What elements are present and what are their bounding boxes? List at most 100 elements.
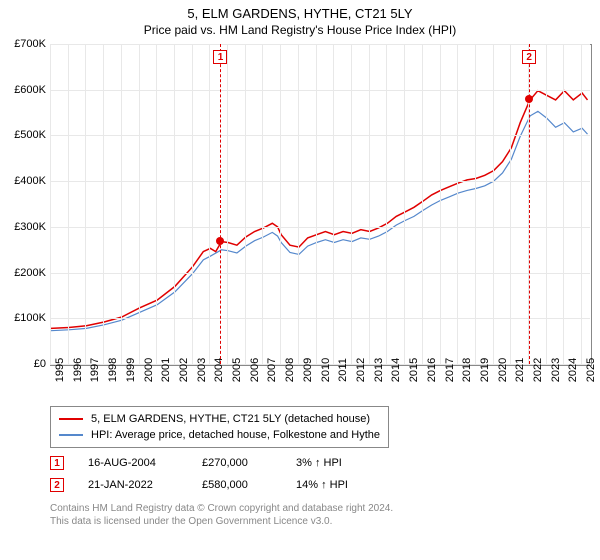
event-number-box: 1: [213, 50, 227, 64]
x-axis-label: 2020: [497, 358, 509, 382]
x-axis-label: 2025: [585, 358, 597, 382]
y-axis-label: £700K: [2, 38, 46, 50]
x-gridline: [139, 44, 140, 364]
x-axis-label: 2005: [231, 358, 243, 382]
x-gridline: [493, 44, 494, 364]
x-axis-label: 2023: [550, 358, 562, 382]
event-row: 1 16-AUG-2004 £270,000 3% ↑ HPI: [50, 452, 348, 474]
x-gridline: [174, 44, 175, 364]
x-gridline: [510, 44, 511, 364]
x-axis-label: 2007: [266, 358, 278, 382]
x-gridline: [85, 44, 86, 364]
x-gridline: [192, 44, 193, 364]
x-axis-label: 2011: [337, 358, 349, 382]
event-delta: 3% ↑ HPI: [296, 452, 342, 474]
x-axis-label: 2016: [426, 358, 438, 382]
x-axis-label: 2021: [514, 358, 526, 382]
y-axis-label: £0: [2, 358, 46, 370]
y-gridline: [50, 135, 590, 136]
sale-events: 1 16-AUG-2004 £270,000 3% ↑ HPI 2 21-JAN-2022…: [50, 452, 348, 496]
event-dot: [216, 237, 224, 245]
x-axis-label: 2017: [444, 358, 456, 382]
legend-swatch: [59, 418, 83, 420]
license-line-1: Contains HM Land Registry data © Crown c…: [50, 502, 393, 515]
x-gridline: [121, 44, 122, 364]
x-axis-label: 2002: [178, 358, 190, 382]
event-price: £270,000: [202, 452, 272, 474]
y-axis-label: £300K: [2, 221, 46, 233]
y-axis-label: £500K: [2, 129, 46, 141]
event-dot: [525, 95, 533, 103]
legend-label: 5, ELM GARDENS, HYTHE, CT21 5LY (detache…: [91, 411, 370, 427]
event-date: 16-AUG-2004: [88, 452, 178, 474]
x-axis-label: 2015: [408, 358, 420, 382]
event-number-box: 2: [522, 50, 536, 64]
x-gridline: [351, 44, 352, 364]
x-gridline: [209, 44, 210, 364]
event-number-box: 1: [50, 456, 64, 470]
legend: 5, ELM GARDENS, HYTHE, CT21 5LY (detache…: [50, 406, 389, 448]
chart-container: 5, ELM GARDENS, HYTHE, CT21 5LY Price pa…: [0, 0, 600, 560]
x-gridline: [245, 44, 246, 364]
series-price_paid: [51, 91, 588, 329]
x-gridline: [333, 44, 334, 364]
event-delta: 14% ↑ HPI: [296, 474, 348, 496]
x-axis-label: 2014: [390, 358, 402, 382]
x-axis-label: 2019: [479, 358, 491, 382]
y-gridline: [50, 273, 590, 274]
y-axis-label: £100K: [2, 312, 46, 324]
chart-title: 5, ELM GARDENS, HYTHE, CT21 5LY: [0, 0, 600, 21]
x-axis-label: 1998: [107, 358, 119, 382]
x-axis-label: 2008: [284, 358, 296, 382]
x-axis-label: 2018: [461, 358, 473, 382]
x-axis-label: 1996: [72, 358, 84, 382]
legend-item: 5, ELM GARDENS, HYTHE, CT21 5LY (detache…: [59, 411, 380, 427]
x-gridline: [440, 44, 441, 364]
y-axis-label: £200K: [2, 267, 46, 279]
x-gridline: [386, 44, 387, 364]
x-gridline: [581, 44, 582, 364]
event-guideline: [529, 44, 530, 364]
series-hpi: [51, 111, 588, 330]
x-gridline: [422, 44, 423, 364]
x-axis-label: 2012: [355, 358, 367, 382]
x-gridline: [262, 44, 263, 364]
x-axis-label: 1995: [54, 358, 66, 382]
x-axis-label: 2009: [302, 358, 314, 382]
event-guideline: [220, 44, 221, 364]
x-gridline: [457, 44, 458, 364]
x-axis-label: 2001: [160, 358, 172, 382]
y-gridline: [50, 181, 590, 182]
x-gridline: [369, 44, 370, 364]
x-gridline: [404, 44, 405, 364]
x-axis-label: 2022: [532, 358, 544, 382]
event-date: 21-JAN-2022: [88, 474, 178, 496]
y-axis-label: £400K: [2, 175, 46, 187]
legend-label: HPI: Average price, detached house, Folk…: [91, 427, 380, 443]
license-line-2: This data is licensed under the Open Gov…: [50, 515, 393, 528]
x-gridline: [227, 44, 228, 364]
x-axis-label: 2010: [320, 358, 332, 382]
x-gridline: [298, 44, 299, 364]
x-axis-label: 2013: [373, 358, 385, 382]
x-gridline: [546, 44, 547, 364]
y-gridline: [50, 44, 590, 45]
y-gridline: [50, 318, 590, 319]
event-number-box: 2: [50, 478, 64, 492]
chart-subtitle: Price paid vs. HM Land Registry's House …: [0, 21, 600, 39]
event-row: 2 21-JAN-2022 £580,000 14% ↑ HPI: [50, 474, 348, 496]
x-gridline: [280, 44, 281, 364]
x-axis-label: 2006: [249, 358, 261, 382]
y-axis-label: £600K: [2, 84, 46, 96]
x-gridline: [563, 44, 564, 364]
x-axis-label: 1999: [125, 358, 137, 382]
x-gridline: [50, 44, 51, 364]
x-axis-label: 1997: [89, 358, 101, 382]
y-gridline: [50, 227, 590, 228]
event-price: £580,000: [202, 474, 272, 496]
x-axis-label: 2000: [143, 358, 155, 382]
x-axis-label: 2004: [213, 358, 225, 382]
x-gridline: [156, 44, 157, 364]
legend-item: HPI: Average price, detached house, Folk…: [59, 427, 380, 443]
x-gridline: [475, 44, 476, 364]
